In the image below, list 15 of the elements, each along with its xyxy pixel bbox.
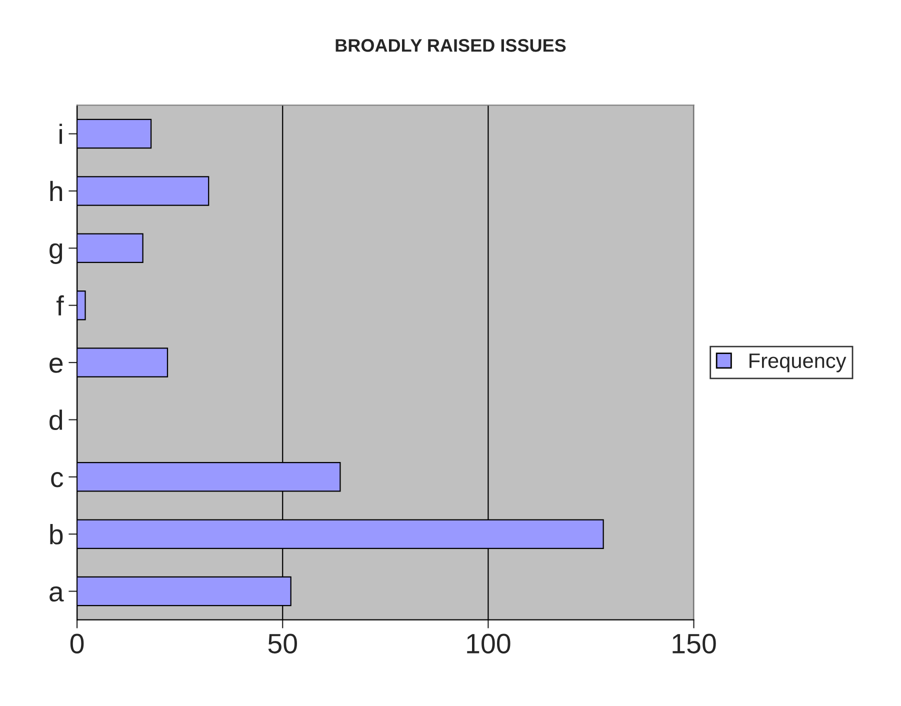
y-tick-label: b: [50, 524, 63, 544]
y-tick-label: e: [50, 358, 63, 373]
y-tick-label: f: [56, 295, 64, 316]
legend-label: Frequency: [750, 354, 846, 372]
y-tick-label: c: [51, 472, 64, 488]
x-tick-label: 150: [672, 634, 716, 654]
y-tick-label: i: [60, 124, 62, 144]
x-tick-label: 50: [268, 634, 297, 654]
chart-title: BROADLY RAISED ISSUES: [336, 39, 566, 52]
y-tick-label: a: [50, 586, 64, 602]
x-tick-label: 0: [70, 634, 84, 654]
y-tick-label: g: [50, 243, 62, 264]
y-tick-label: d: [50, 410, 62, 430]
x-tick-label: 100: [467, 634, 510, 654]
y-tick-label: h: [50, 180, 62, 202]
